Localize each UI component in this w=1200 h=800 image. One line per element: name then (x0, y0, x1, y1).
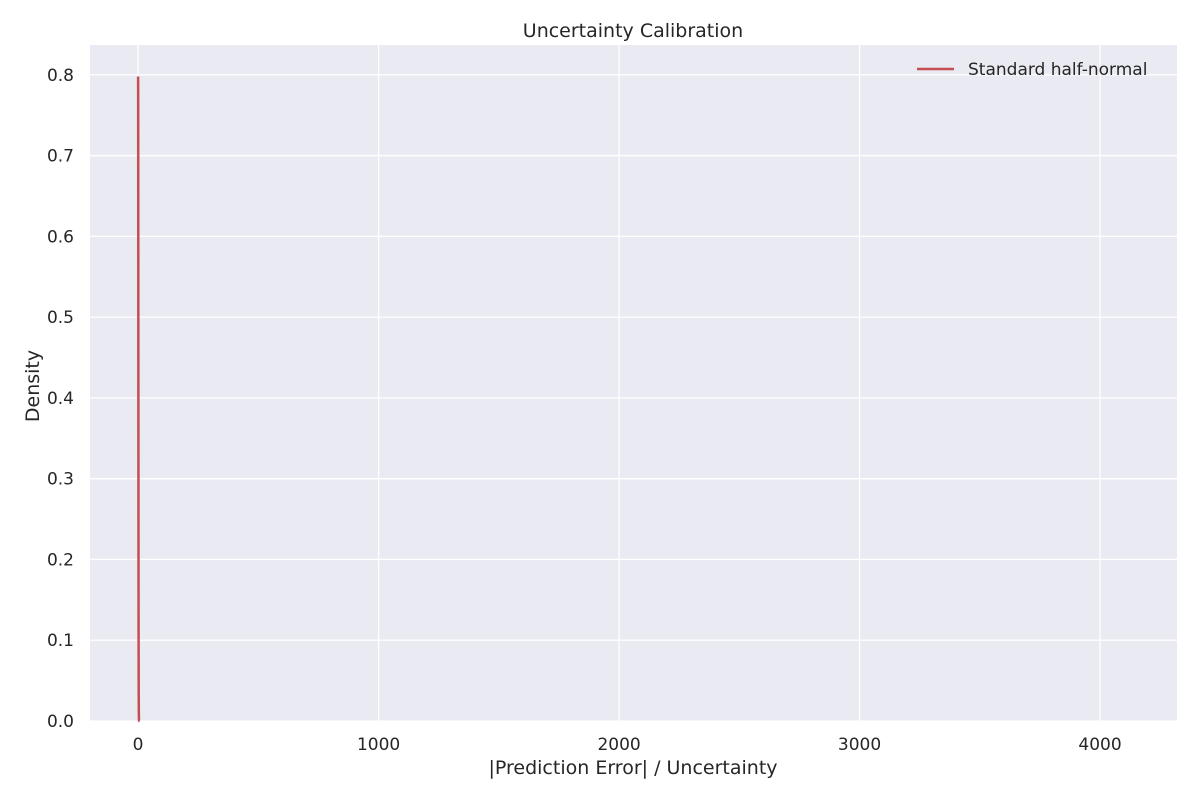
x-tick-label: 3000 (838, 735, 881, 755)
series-line-standard-half-normal (136, 76, 141, 723)
x-tick-label: 0 (133, 735, 144, 755)
y-tick-label: 0.4 (47, 389, 74, 409)
legend-label: Standard half-normal (968, 60, 1147, 80)
x-tick-label: 2000 (597, 735, 640, 755)
x-axis-label: |Prediction Error| / Uncertainty (488, 757, 777, 779)
y-tick-label: 0.5 (47, 308, 74, 328)
y-tick-label: 0.3 (47, 470, 74, 490)
y-axis-label: Density (22, 350, 44, 422)
y-tick-label: 0.0 (47, 712, 74, 732)
y-gridlines (90, 74, 1177, 722)
legend: Standard half-normal (917, 60, 1147, 80)
chart-title: Uncertainty Calibration (523, 20, 743, 42)
y-tick-label: 0.6 (47, 227, 74, 247)
x-tick-labels: 0 1000 2000 3000 4000 (133, 735, 1122, 755)
y-tick-label: 0.8 (47, 66, 74, 86)
y-tick-label: 0.7 (47, 147, 74, 167)
y-tick-label: 0.2 (47, 550, 74, 570)
x-tick-label: 1000 (357, 735, 400, 755)
y-tick-labels: 0.0 0.1 0.2 0.3 0.4 0.5 0.6 0.7 0.8 (47, 66, 74, 732)
x-tick-label: 4000 (1078, 735, 1121, 755)
plot-area (90, 45, 1177, 721)
series-layer (136, 76, 141, 723)
y-tick-label: 0.1 (47, 631, 74, 651)
